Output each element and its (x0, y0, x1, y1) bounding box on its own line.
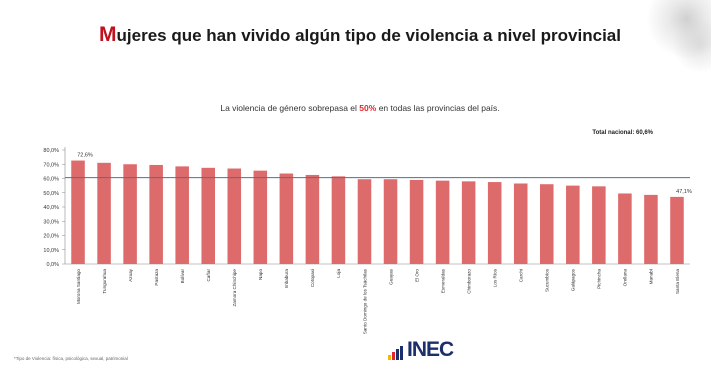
bar-10 (331, 176, 346, 264)
bar-0 (71, 160, 85, 264)
bar-13 (409, 179, 424, 264)
bar-20 (592, 186, 606, 264)
x-tick-label: Cotopaxi (310, 269, 315, 287)
bar-18 (540, 184, 554, 264)
y-tick-label: 30,0% (43, 219, 59, 225)
y-tick-label: 50,0% (43, 191, 59, 197)
x-tick-label: Pichincha (597, 269, 602, 289)
y-tick-label: 70,0% (43, 162, 59, 168)
x-tick-label: Morona Santiago (76, 269, 81, 304)
bar-23 (670, 196, 684, 264)
bar-4 (175, 166, 189, 264)
y-tick-label: 0,0% (46, 262, 59, 268)
x-tick-label: Zamora Chinchipe (232, 269, 237, 307)
x-tick-label: Tungurahua (102, 269, 107, 294)
y-tick-label: 20,0% (43, 234, 59, 240)
x-tick-label: Sucumbíos (545, 268, 550, 292)
title-initial: M (99, 23, 117, 46)
bar-5 (201, 167, 215, 264)
chart-subtitle: La violencia de género sobrepasa el 50% … (100, 103, 620, 113)
x-tick-label: Santo Domingo de los Tsáchilas (362, 268, 367, 334)
bar-17 (513, 183, 528, 264)
x-tick-label: Esmeraldas (440, 268, 445, 293)
bar-1 (97, 162, 111, 264)
x-tick-label: Manabí (649, 268, 654, 284)
bar-2 (123, 164, 137, 264)
inec-logo: INEC (388, 338, 468, 364)
bar-6 (227, 168, 242, 264)
bar-14 (435, 180, 450, 264)
logo-bars-icon (388, 346, 406, 360)
subtitle-after: en todas las provincias del país. (378, 103, 500, 113)
footnote: *Tipo de Violencia: física, psicológica,… (14, 356, 128, 361)
x-tick-label: Santa Elena (675, 269, 680, 294)
bar-15 (461, 181, 476, 264)
x-tick-label: Cañar (206, 269, 211, 282)
title-text: ujeres que han vivido algún tipo de viol… (116, 26, 621, 45)
page-title: Mujeres que han vivido algún tipo de vio… (40, 24, 680, 46)
x-tick-label: Bolívar (180, 269, 185, 284)
bar-8 (279, 173, 294, 264)
subtitle-highlight: 50% (359, 103, 377, 113)
x-tick-label: Loja (336, 269, 341, 278)
national-total-label: Total nacional: 60,6% (592, 130, 653, 136)
data-label: 47,1% (676, 189, 692, 195)
x-tick-label: Pastaza (154, 269, 159, 286)
logo-text: INEC (407, 338, 454, 361)
bar-19 (566, 185, 580, 264)
data-label: 72,6% (77, 153, 93, 159)
bar-7 (253, 170, 268, 264)
corner-decoration (641, 0, 711, 75)
y-tick-label: 80,0% (43, 148, 59, 154)
x-tick-label: Los Ríos (492, 268, 497, 287)
x-tick-label: Galápagos (571, 268, 576, 291)
y-tick-label: 60,0% (43, 177, 59, 183)
y-tick-label: 40,0% (43, 205, 59, 211)
x-tick-label: Napo (258, 269, 263, 280)
subtitle-before: La violencia de género sobrepasa el (220, 103, 357, 113)
x-tick-label: Imbabura (284, 269, 289, 289)
x-tick-label: Azuay (128, 268, 133, 281)
bar-21 (618, 193, 632, 264)
x-tick-label: Orellana (623, 269, 628, 287)
x-tick-label: Carchi (519, 269, 524, 282)
x-tick-label: Chimborazo (466, 269, 471, 294)
x-tick-label: Guayas (388, 268, 393, 285)
y-tick-label: 10,0% (43, 248, 59, 254)
bar-11 (357, 179, 372, 264)
bar-3 (149, 164, 163, 264)
bar-9 (305, 174, 320, 264)
x-tick-label: El Oro (414, 269, 419, 282)
bar-chart: 0,0% 10,0% 20,0% 30,0% 40,0% 50,0% 60,0% 70,0% 8… (43, 147, 692, 334)
bar-22 (644, 194, 658, 264)
bar-12 (383, 179, 398, 264)
bar-16 (487, 182, 502, 264)
